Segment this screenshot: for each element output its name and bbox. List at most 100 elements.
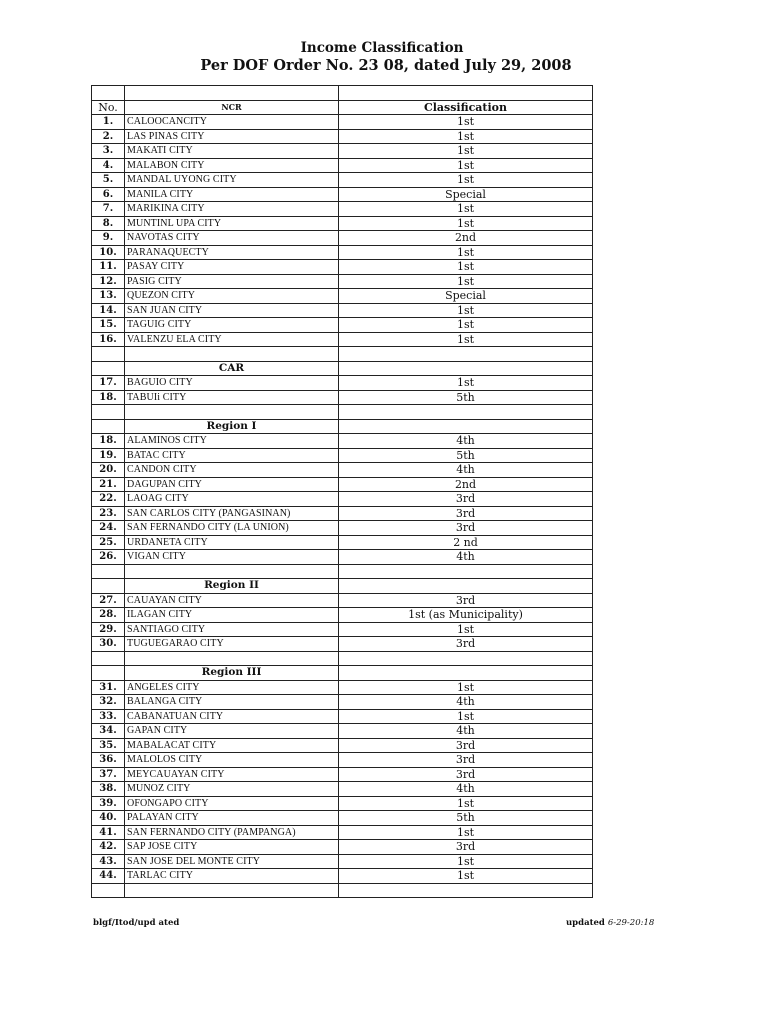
table-row: 6. MANILA CITY Special	[91, 186, 593, 202]
table-row: 41. SAN FERNANDO CITY (PAMPANGA) 1st	[91, 824, 593, 840]
row-number: 5.	[91, 172, 125, 188]
region-heading-row: Region III	[91, 665, 593, 681]
income-class: 1st	[338, 157, 593, 173]
row-number: 42.	[91, 839, 125, 855]
table-row: 22. LAOAG CITY 3rd	[91, 491, 593, 507]
region-heading: Region III	[124, 665, 339, 681]
table-row-blank	[91, 346, 593, 362]
income-class: 1st	[338, 302, 593, 318]
city-name: BATAC CITY	[124, 447, 339, 463]
income-class: 4th	[338, 462, 593, 478]
row-number: 26.	[91, 549, 125, 565]
income-class: 1st	[338, 259, 593, 275]
income-class: 1st	[338, 201, 593, 217]
city-name: LAOAG CITY	[124, 491, 339, 507]
row-number: 40.	[91, 810, 125, 826]
income-class: 1st	[338, 114, 593, 130]
table-row-blank	[91, 563, 593, 579]
cell-empty	[124, 650, 339, 666]
table-row: 19. BATAC CITY 5th	[91, 447, 593, 463]
row-number: 15.	[91, 317, 125, 333]
table-row: 21. DAGUPAN CITY 2nd	[91, 476, 593, 492]
row-number: 2.	[91, 128, 125, 144]
row-number: 38.	[91, 781, 125, 797]
income-class: 4th	[338, 549, 593, 565]
table-row: 12. PASIG CITY 1st	[91, 273, 593, 289]
row-number: 13.	[91, 288, 125, 304]
city-name: TAGUIG CITY	[124, 317, 339, 333]
income-class: 3rd	[338, 636, 593, 652]
table-row: 14. SAN JUAN CITY 1st	[91, 302, 593, 318]
table-row: 10. PARANAQUECTY 1st	[91, 244, 593, 260]
city-name: PASIG CITY	[124, 273, 339, 289]
table-row: 31. ANGELES CITY 1st	[91, 679, 593, 695]
footer-right: updated 6-29-20:18	[566, 918, 654, 928]
cell-empty	[338, 578, 593, 594]
region-heading: Region I	[124, 418, 339, 434]
row-number: 43.	[91, 853, 125, 869]
income-class: 4th	[338, 433, 593, 449]
city-name: SAN FERNANDO CITY (PAMPANGA)	[124, 824, 339, 840]
row-number: 6.	[91, 186, 125, 202]
income-class: 1st	[338, 128, 593, 144]
income-class: 1st	[338, 143, 593, 159]
table-header-row: No. NCR Classification	[91, 99, 593, 115]
row-number: 17.	[91, 375, 125, 391]
region-heading: Region II	[124, 578, 339, 594]
income-class: 2 nd	[338, 534, 593, 550]
table-row: 34. GAPAN CITY 4th	[91, 723, 593, 739]
income-class: 2nd	[338, 476, 593, 492]
city-name: MEYCAUAYAN CITY	[124, 766, 339, 782]
cell-empty	[91, 578, 125, 594]
city-name: SAN JOSE DEL MONTE CITY	[124, 853, 339, 869]
city-name: MUNOZ CITY	[124, 781, 339, 797]
document-subtitle: Per DOF Order No. 23 08, dated July 29, …	[200, 57, 572, 74]
income-class: 3rd	[338, 592, 593, 608]
table-row: 18. ALAMINOS CITY 4th	[91, 433, 593, 449]
city-name: ANGELES CITY	[124, 679, 339, 695]
income-class: 1st	[338, 868, 593, 884]
city-name: VALENZU ELA CITY	[124, 331, 339, 347]
row-number: 20.	[91, 462, 125, 478]
row-number: 36.	[91, 752, 125, 768]
city-name: SAP JOSE CITY	[124, 839, 339, 855]
row-number: 9.	[91, 230, 125, 246]
cell-empty	[124, 882, 339, 898]
table-row: 7. MARIKINA CITY 1st	[91, 201, 593, 217]
row-number: 24.	[91, 520, 125, 536]
income-class: 1st	[338, 215, 593, 231]
table-row: 24. SAN FERNANDO CITY (LA UNION) 3rd	[91, 520, 593, 536]
city-name: BAGUIO CITY	[124, 375, 339, 391]
classification-table: No. NCR Classification 1. CALOOCANCITY 1st…	[91, 85, 593, 898]
table-row: 1. CALOOCANCITY 1st	[91, 114, 593, 130]
income-class: 1st	[338, 708, 593, 724]
row-number: 39.	[91, 795, 125, 811]
table-row-blank	[91, 650, 593, 666]
footer-updated-date: 6-29-20:18	[607, 918, 655, 928]
cell-empty	[91, 882, 125, 898]
row-number: 4.	[91, 157, 125, 173]
row-number: 11.	[91, 259, 125, 275]
region-heading-row: CAR	[91, 360, 593, 376]
table-row: 2. LAS PINAS CITY 1st	[91, 128, 593, 144]
city-name: PASAY CITY	[124, 259, 339, 275]
income-class: 3rd	[338, 737, 593, 753]
row-number: 8.	[91, 215, 125, 231]
row-number: 25.	[91, 534, 125, 550]
cell-empty	[338, 404, 593, 420]
table-row: 11. PASAY CITY 1st	[91, 259, 593, 275]
row-number: 23.	[91, 505, 125, 521]
region-heading-row: Region II	[91, 578, 593, 594]
row-number: 29.	[91, 621, 125, 637]
income-class: 1st	[338, 244, 593, 260]
table-row: 30. TUGUEGARAO CITY 3rd	[91, 636, 593, 652]
row-number: 19.	[91, 447, 125, 463]
table-row: 20. CANDON CITY 4th	[91, 462, 593, 478]
table-row: 39. OFONGAPO CITY 1st	[91, 795, 593, 811]
cell-empty	[91, 563, 125, 579]
city-name: SAN CARLOS CITY (PANGASINAN)	[124, 505, 339, 521]
footer-left: blgf/Itod/upd ated	[93, 918, 180, 928]
row-number: 27.	[91, 592, 125, 608]
city-name: TARLAC CITY	[124, 868, 339, 884]
cell-empty	[338, 418, 593, 434]
